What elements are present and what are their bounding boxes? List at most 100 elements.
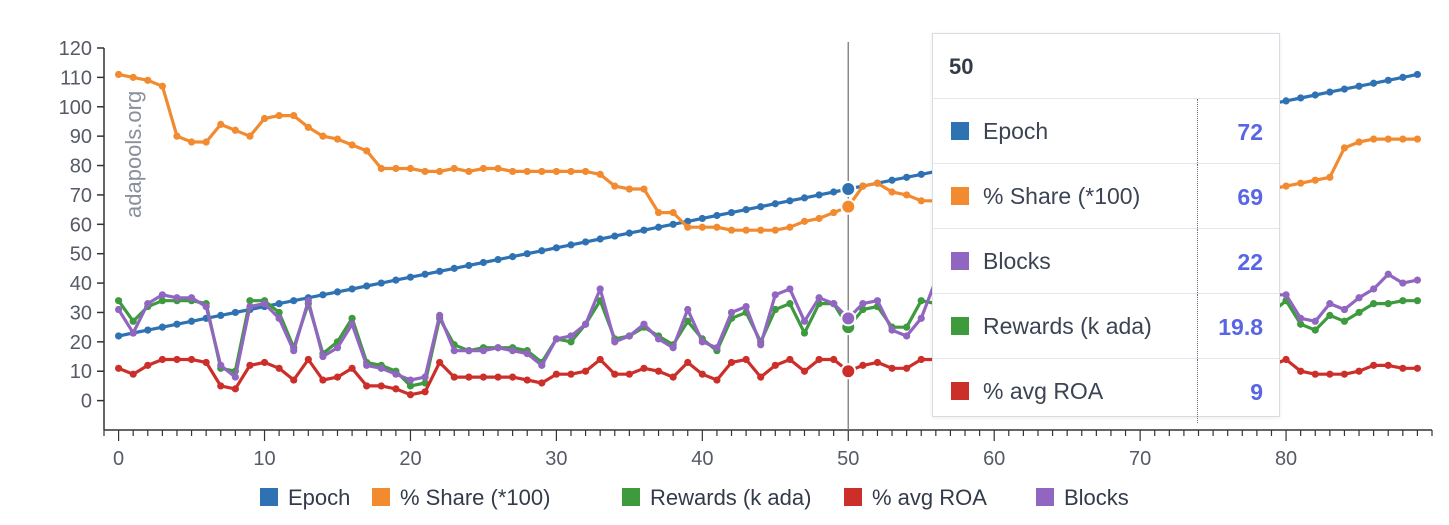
data-point	[713, 344, 721, 352]
data-point	[465, 373, 473, 381]
y-tick-label: 90	[70, 126, 92, 148]
data-point	[800, 194, 809, 202]
data-point	[1384, 76, 1392, 84]
data-point	[1297, 314, 1305, 322]
data-point	[684, 217, 692, 225]
data-point	[640, 185, 648, 193]
legend: Epoch % Share (*100) Rewards (k ada) % avg …	[260, 485, 1129, 510]
y-axis: 0 10 20 30 40 50 60 70 80 90 100 110 120	[59, 38, 105, 430]
data-point	[173, 355, 181, 364]
data-point	[158, 82, 166, 90]
data-point	[217, 311, 225, 319]
data-point	[436, 358, 444, 367]
data-point	[581, 167, 590, 176]
data-point	[800, 217, 809, 225]
x-tick-label: 10	[253, 448, 275, 470]
data-point	[815, 294, 823, 302]
data-point	[187, 355, 196, 364]
data-point	[363, 361, 371, 369]
data-point	[800, 317, 809, 325]
data-point	[684, 317, 692, 325]
data-point	[654, 367, 663, 375]
data-point	[509, 373, 517, 381]
tooltip-swatch-roa	[951, 382, 969, 400]
data-point	[290, 376, 298, 384]
data-point	[114, 364, 123, 372]
tooltip-title: 50	[933, 34, 1279, 99]
y-tick-label: 40	[70, 273, 92, 295]
y-tick-label: 60	[70, 214, 92, 236]
data-point	[1355, 82, 1363, 90]
y-tick-label: 20	[70, 332, 92, 354]
data-point	[1370, 285, 1378, 293]
data-point	[1399, 364, 1407, 372]
data-point	[786, 355, 794, 364]
data-point	[640, 364, 648, 372]
data-point	[727, 226, 736, 234]
data-point	[421, 388, 429, 396]
data-point	[581, 238, 590, 246]
data-point	[144, 361, 152, 369]
tooltip-label: % Share (*100)	[983, 183, 1141, 209]
data-point	[903, 173, 911, 181]
x-tick-label: 0	[113, 448, 124, 470]
data-point	[494, 255, 502, 264]
legend-label-blocks: Blocks	[1064, 485, 1129, 510]
data-point	[859, 300, 867, 308]
data-point	[144, 76, 152, 84]
tooltip-divider	[1197, 164, 1198, 228]
data-point	[917, 197, 925, 205]
y-tick-label: 80	[70, 156, 92, 178]
data-point	[436, 311, 444, 319]
data-point	[815, 355, 823, 364]
data-point	[800, 329, 809, 337]
data-point	[1297, 320, 1305, 328]
data-point	[1340, 85, 1349, 93]
data-point	[158, 291, 166, 299]
data-point	[727, 208, 736, 217]
data-point	[304, 355, 312, 364]
legend-label-avg-roa: % avg ROA	[872, 485, 987, 510]
data-point	[319, 376, 327, 384]
data-point	[479, 164, 488, 173]
data-point	[698, 214, 706, 223]
data-point	[348, 320, 356, 328]
data-point	[830, 188, 838, 196]
data-point	[173, 132, 181, 140]
data-point	[1413, 364, 1422, 372]
data-point	[1399, 279, 1407, 287]
data-point	[888, 364, 896, 372]
data-point	[1326, 300, 1334, 308]
data-point	[202, 138, 210, 146]
data-point	[494, 373, 502, 381]
data-point	[304, 123, 312, 131]
x-tick-label: 50	[837, 448, 859, 470]
data-point	[1413, 297, 1422, 305]
data-point	[217, 382, 225, 390]
data-point	[509, 167, 517, 176]
data-point	[246, 297, 254, 305]
data-point	[158, 323, 166, 331]
data-point	[713, 223, 721, 231]
data-point	[246, 361, 254, 369]
data-point	[275, 364, 283, 372]
data-point	[786, 223, 794, 231]
data-point	[333, 288, 342, 296]
tooltip-row-blocks: Blocks 22	[933, 229, 1279, 294]
data-point	[1384, 270, 1392, 278]
data-point	[144, 300, 152, 308]
data-point	[377, 364, 385, 372]
data-point	[757, 226, 765, 234]
data-point	[625, 370, 633, 378]
tooltip-label: Blocks	[983, 248, 1051, 274]
tooltip-swatch-share	[951, 187, 969, 205]
data-point	[523, 376, 531, 384]
data-point	[654, 335, 663, 343]
data-point	[698, 370, 706, 378]
y-tick-label: 30	[70, 302, 92, 324]
tooltip: 50 Epoch 72 % Share (*100) 69 Blocks 22 …	[932, 33, 1280, 423]
data-point	[903, 323, 911, 331]
data-point	[596, 170, 604, 178]
data-point	[771, 361, 779, 369]
data-point	[1370, 135, 1378, 143]
